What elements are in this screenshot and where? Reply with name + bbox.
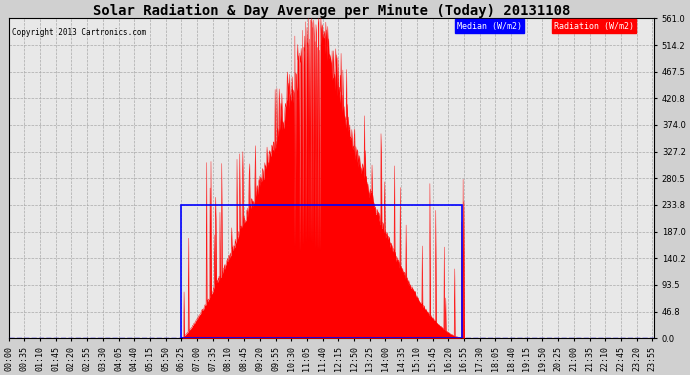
Text: Copyright 2013 Cartronics.com: Copyright 2013 Cartronics.com [12,28,146,37]
Bar [181,205,462,338]
Text: Radiation (W/m2): Radiation (W/m2) [554,21,634,30]
Title: Solar Radiation & Day Average per Minute (Today) 20131108: Solar Radiation & Day Average per Minute… [92,4,570,18]
Text: Median (W/m2): Median (W/m2) [457,21,522,30]
